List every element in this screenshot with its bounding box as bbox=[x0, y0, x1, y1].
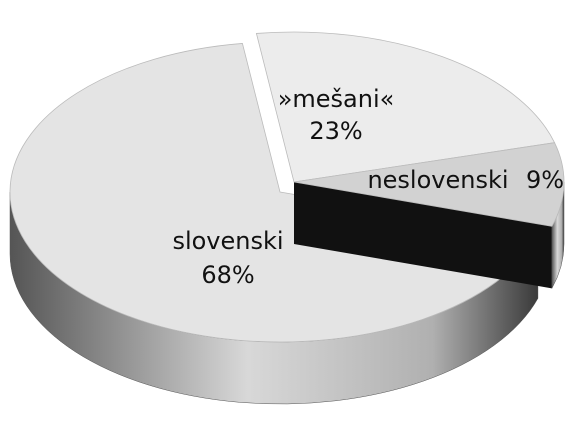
slice bbox=[9, 43, 539, 343]
slice-value-label: 23% bbox=[309, 117, 362, 145]
slice-value-label: 68% bbox=[201, 261, 254, 289]
slice-cut-face bbox=[294, 182, 552, 289]
slice bbox=[293, 142, 565, 227]
slice-label: slovenski bbox=[172, 227, 283, 255]
slice bbox=[255, 31, 556, 183]
slice-label: neslovenski bbox=[367, 166, 508, 194]
slice-label: »mešani« bbox=[278, 85, 395, 113]
slice-value-label: 9% bbox=[526, 166, 564, 194]
